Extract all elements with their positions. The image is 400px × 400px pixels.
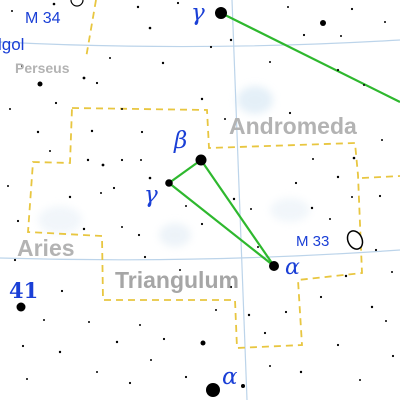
star-gamma-and — [215, 7, 227, 19]
stick-line-beta-alpha — [200, 159, 275, 267]
label-algol: lgol — [0, 35, 24, 54]
label-beta-tri: β — [173, 128, 187, 154]
stick-line-andromeda — [220, 12, 400, 103]
label-m34: M 34 — [25, 10, 61, 27]
stick-line-gamma-beta — [168, 159, 202, 184]
constellation-names: Triangulum Andromeda Aries Perseus — [15, 60, 357, 293]
star-aries-a — [200, 340, 206, 346]
star-alpha-ari — [206, 383, 220, 397]
milky-way-glow — [38, 86, 310, 247]
neighbor-aries: Aries — [17, 235, 75, 261]
grid-line-dec-upper — [0, 39, 400, 48]
neighbor-andromeda: Andromeda — [229, 113, 357, 139]
label-alpha-tri: α — [285, 255, 300, 280]
star-alpha-tri — [269, 261, 279, 271]
star-labels: γ β γ α α lgol 41 M 33 M 34 — [0, 0, 329, 390]
deep-sky-objects — [70, 0, 364, 250]
label-41-ari: 41 — [9, 278, 38, 303]
label-gamma-tri: γ — [144, 182, 158, 208]
grid-line-ra — [231, 0, 248, 400]
triangulum-boundary — [27, 107, 363, 349]
asterism-lines — [168, 12, 400, 267]
galaxy-m33-icon — [346, 230, 364, 250]
star-beta-tri — [195, 154, 207, 166]
perseus-boundary — [85, 0, 97, 59]
label-m33: M 33 — [296, 233, 329, 250]
stick-line-gamma-alpha — [168, 182, 275, 267]
star-41-ari — [16, 302, 26, 312]
neighbor-perseus: Perseus — [15, 60, 70, 76]
star-aries-b — [241, 384, 245, 388]
constellation-title: Triangulum — [115, 267, 239, 293]
cluster-m34-icon — [70, 0, 84, 7]
star-gamma-tri — [165, 179, 173, 187]
star-perseus-b — [320, 20, 326, 26]
faint-stars — [7, 1, 395, 385]
constellation-boundaries — [27, 0, 400, 349]
bright-stars — [16, 7, 326, 397]
andromeda-boundary — [361, 175, 400, 179]
grid-line-dec-lower — [0, 249, 400, 261]
label-alpha-ari: α — [222, 364, 238, 390]
label-gamma-and: γ — [191, 0, 205, 26]
star-perseus-a — [37, 81, 43, 87]
